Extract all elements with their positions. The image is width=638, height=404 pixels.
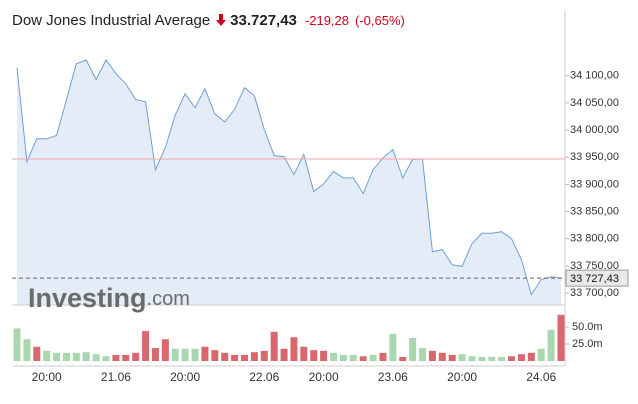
x-tick-label: 20:00 xyxy=(447,370,477,384)
watermark: Investing.com xyxy=(28,283,190,313)
volume-bar xyxy=(428,350,436,361)
plot-layer: 33 700,00 33 750,00 33 800,00 33 850,00 33 9… xyxy=(12,10,629,384)
volume-bar xyxy=(389,333,397,361)
volume-bar xyxy=(62,352,70,361)
volume-bar xyxy=(339,354,347,361)
volume-bar xyxy=(33,346,41,361)
watermark-domain: .com xyxy=(147,288,190,310)
x-tick-label: 22.06 xyxy=(249,370,279,384)
volume-bar xyxy=(290,337,298,361)
volume-bar xyxy=(498,356,506,361)
volume-bar xyxy=(448,354,456,361)
volume-bar xyxy=(142,331,150,361)
y-tick-label: 33 700,00 xyxy=(570,287,619,299)
volume-bar xyxy=(508,356,516,361)
y-tick-label: 33 750,00 xyxy=(570,260,619,272)
change: -219,28 xyxy=(304,12,349,28)
volume-bar xyxy=(211,350,219,361)
volume-bar xyxy=(557,314,565,361)
last-price-label: 33 727,43 xyxy=(570,273,619,285)
volume-bar xyxy=(53,352,61,361)
volume-bar xyxy=(13,328,21,361)
volume-bar xyxy=(547,329,555,361)
volume-bar xyxy=(379,352,387,361)
volume-bar xyxy=(300,346,308,361)
volume-bar xyxy=(488,356,496,361)
volume-bar xyxy=(280,348,288,361)
volume-bar xyxy=(359,356,367,361)
volume-bar xyxy=(250,352,258,361)
last-price-box xyxy=(565,269,629,287)
volume-bar xyxy=(221,352,229,361)
down-arrow xyxy=(216,14,227,26)
volume-bar xyxy=(527,352,535,361)
y-tick-label: 33 800,00 xyxy=(570,233,619,245)
volume-bar xyxy=(72,352,80,361)
volume-bar xyxy=(419,348,427,361)
volume-bar xyxy=(270,331,278,361)
y-tick-label: 34 050,00 xyxy=(570,97,619,109)
volume-bar xyxy=(43,350,51,361)
volume-bar xyxy=(82,352,90,361)
volume-bar xyxy=(240,354,248,361)
volume-bar xyxy=(478,356,486,361)
y-tick-label: 34 100,00 xyxy=(570,70,619,82)
change-percent: (-0,65%) xyxy=(355,12,405,28)
title: Dow Jones Industrial Average xyxy=(12,11,211,29)
volume-bar xyxy=(92,354,100,361)
volume-bar xyxy=(517,354,525,361)
volume-bar xyxy=(330,352,338,361)
volume-tick-label: 50.0m xyxy=(572,321,603,333)
volume-bar xyxy=(320,350,328,361)
price: 33.727,43 xyxy=(230,11,297,29)
x-tick-label: 20:00 xyxy=(32,370,62,384)
price-line xyxy=(16,59,562,296)
volume-bar xyxy=(260,350,268,361)
price-area xyxy=(17,60,561,305)
volume-bar xyxy=(438,352,446,361)
volume-bar xyxy=(171,348,179,361)
volume-bar xyxy=(161,339,169,361)
volume-bar xyxy=(151,348,159,361)
x-tick-label: 24.06 xyxy=(526,370,556,384)
volume-bar xyxy=(23,339,31,361)
header: Dow Jones Industrial Average 33.727,43 -… xyxy=(12,9,405,31)
volume-bar xyxy=(369,354,377,361)
y-tick-label: 33 850,00 xyxy=(570,205,619,217)
volume-bar xyxy=(112,354,120,361)
volume-bar xyxy=(468,356,476,361)
volume-tick-label: 25.0m xyxy=(572,338,603,350)
watermark-brand: Investing xyxy=(28,283,147,313)
volume-bar xyxy=(458,354,466,361)
volume-bar xyxy=(399,356,407,361)
volume-bar xyxy=(181,348,189,361)
y-tick-label: 33 950,00 xyxy=(570,151,619,163)
volume-bar xyxy=(349,354,357,361)
volume-bar xyxy=(122,354,130,361)
volume-bar xyxy=(310,350,318,361)
y-tick-label: 33 900,00 xyxy=(570,178,619,190)
x-tick-label: 21.06 xyxy=(101,370,131,384)
volume-bar xyxy=(102,356,110,361)
volume-bar xyxy=(201,346,209,361)
x-tick-label: 20:00 xyxy=(170,370,200,384)
volume-bar xyxy=(191,348,199,361)
x-tick-label: 23.06 xyxy=(378,370,408,384)
volume-bar xyxy=(409,337,417,361)
x-tick-label: 20:00 xyxy=(309,370,339,384)
volume-bar xyxy=(231,354,239,361)
y-tick-label: 34 000,00 xyxy=(570,124,619,136)
volume-bar xyxy=(537,348,545,361)
volume-bar xyxy=(132,352,140,361)
